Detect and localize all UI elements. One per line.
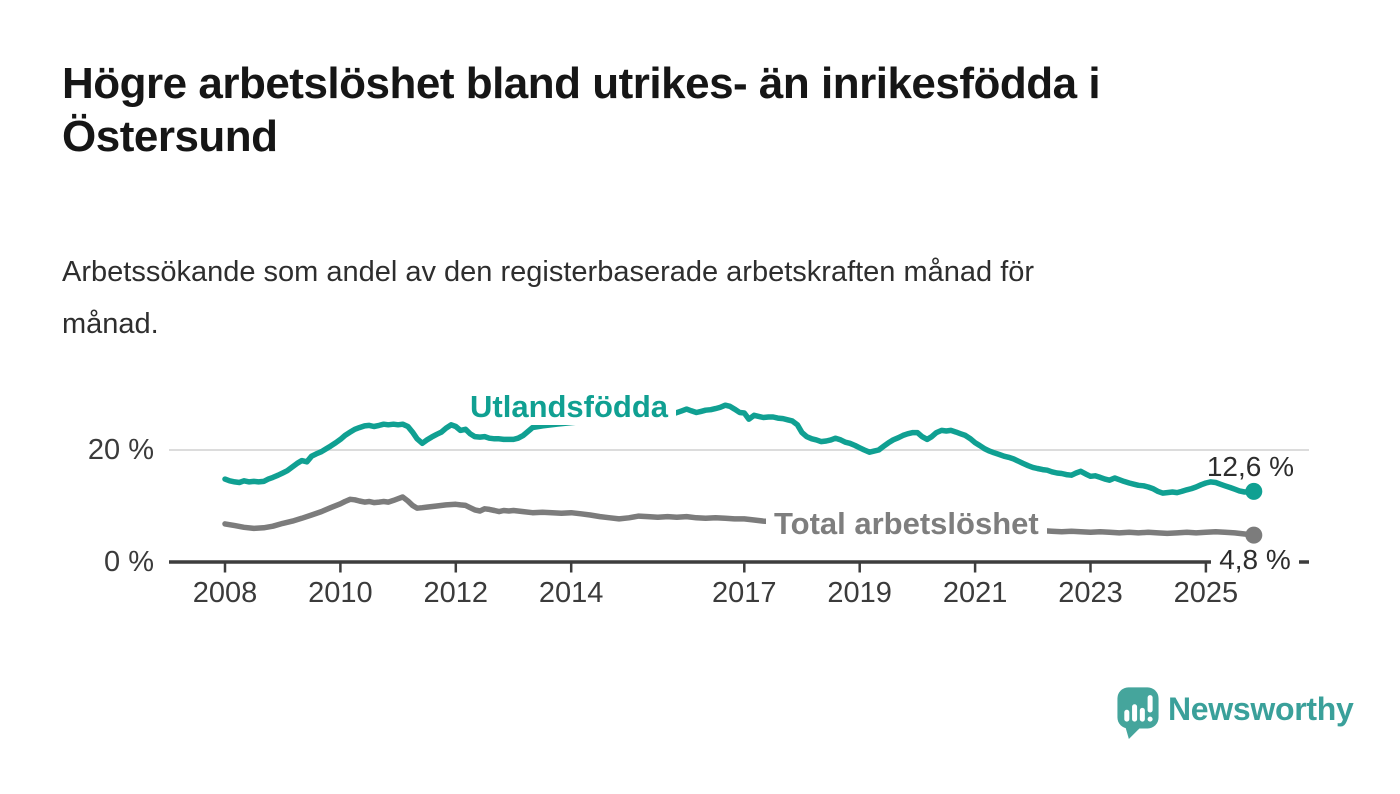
newsworthy-brand-name: Newsworthy: [1168, 691, 1354, 727]
end-dot-utlandsfodda: [1245, 482, 1263, 500]
page-subtitle: Arbetssökande som andel av den registerb…: [62, 256, 1035, 340]
x-tick-label-2025: 2025: [1173, 577, 1239, 609]
page-title: Högre arbetslöshet bland utrikes- än inr…: [62, 59, 1101, 161]
end-value-label-total-arbetsloshet: 4,8 %: [1211, 545, 1299, 575]
x-tick-label-2023: 2023: [1058, 577, 1123, 609]
y-tick-label-0: 0 %: [104, 546, 154, 578]
series-label-total-arbetsloshet: Total arbetslöshet: [766, 506, 1047, 542]
x-tick-label-2017: 2017: [712, 577, 777, 609]
y-tick-label-20: 20 %: [87, 434, 154, 466]
x-tick-label-2014: 2014: [538, 577, 604, 609]
series-line-total-arbetsloshet: [222, 494, 1257, 538]
x-tick-label-2010: 2010: [308, 577, 373, 609]
series-line-utlandsfodda: [222, 402, 1257, 496]
end-dot-total-arbetsloshet: [1245, 526, 1263, 544]
speech-bubble-bar-chart-icon: [1117, 687, 1159, 739]
x-tick-label-2012: 2012: [423, 577, 489, 609]
x-tick-label-2019: 2019: [827, 577, 892, 609]
x-tick-label-2008: 2008: [192, 577, 258, 609]
series-label-utlandsfodda: Utlandsfödda: [462, 389, 677, 425]
x-axis-ticks: [223, 563, 1208, 573]
x-tick-label-2021: 2021: [942, 577, 1008, 609]
end-value-label-utlandsfodda: 12,6 %: [1206, 451, 1294, 482]
